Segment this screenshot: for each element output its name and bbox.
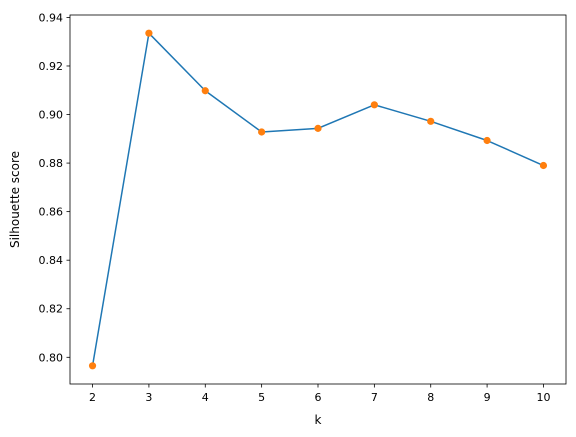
data-point [539, 161, 548, 170]
series-markers [88, 29, 548, 370]
x-tick-label: 10 [536, 391, 550, 404]
data-point [88, 362, 97, 370]
data-point [427, 117, 435, 125]
data-point [258, 128, 266, 136]
x-tick-label: 2 [89, 391, 96, 404]
x-axis-ticks: 2 3 4 5 6 7 8 9 10 [89, 384, 550, 404]
data-point [483, 136, 491, 145]
y-tick-label: 0.90 [39, 109, 64, 122]
y-tick-label: 0.82 [39, 303, 64, 316]
x-tick-label: 5 [258, 391, 265, 404]
x-tick-label: 6 [315, 391, 322, 404]
plot-area [70, 15, 566, 384]
x-tick-label: 8 [427, 391, 434, 404]
data-point [201, 87, 209, 95]
data-point [145, 29, 153, 37]
data-point [370, 101, 378, 109]
y-tick-label: 0.94 [39, 11, 64, 24]
y-tick-label: 0.92 [39, 60, 64, 73]
x-axis-label: k [315, 413, 322, 427]
x-tick-label: 9 [484, 391, 491, 404]
x-tick-label: 4 [202, 391, 209, 404]
y-tick-label: 0.84 [39, 254, 64, 267]
y-tick-label: 0.86 [39, 206, 64, 219]
x-tick-label: 3 [145, 391, 152, 404]
plot-frame [69, 14, 567, 385]
y-tick-label: 0.80 [39, 351, 64, 364]
y-axis-ticks: 0.80 0.82 0.84 0.86 0.88 0.90 0.92 0.94 [39, 11, 70, 364]
y-axis-label: Silhouette score [8, 151, 22, 248]
data-point [314, 124, 322, 132]
x-tick-label: 7 [371, 391, 378, 404]
y-tick-label: 0.88 [39, 157, 64, 170]
